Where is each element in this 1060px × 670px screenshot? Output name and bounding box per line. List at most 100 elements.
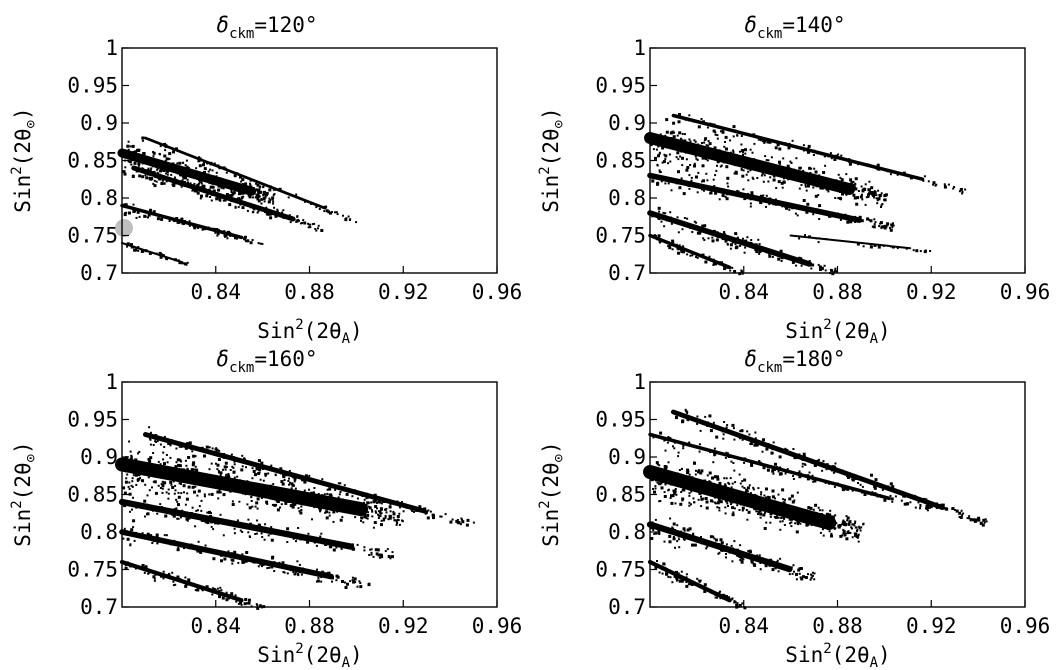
scatter-point [228,194,231,197]
scatter-point [282,473,286,477]
scatter-point [247,601,251,605]
scatter-point [725,556,727,559]
scatter-point [817,241,820,244]
scatter-streak [119,559,244,603]
scatter-point [721,194,725,197]
scatter-point [730,503,732,506]
scatter-point [221,596,225,600]
scatter-point [182,262,185,265]
scatter-point [714,475,717,479]
scatter-point [861,193,863,196]
scatter-point [697,579,700,582]
scatter-point [858,215,862,219]
scatter-point [193,490,196,494]
scatter-point [862,522,865,525]
scatter-point [317,224,320,227]
scatter-point [705,500,709,504]
scatter-point [344,581,346,584]
scatter-point [669,211,672,214]
scatter-point [749,169,752,172]
scatter-point [914,506,917,509]
scatter-point [932,183,935,186]
scatter-point [169,443,172,446]
scatter-point [709,535,713,539]
scatter-point [676,247,679,250]
scatter-point [814,194,818,198]
scatter-point [791,260,795,264]
scatter-point [722,433,725,436]
x-tick-label: 0.84 [190,280,241,304]
scatter-point [177,504,180,506]
scatter-point [384,550,387,553]
scatter-point [724,195,727,198]
scatter-point [807,150,810,154]
scatter-point [652,148,655,151]
scatter-point [892,224,895,227]
scatter-point [172,184,176,187]
scatter-point [844,523,847,527]
panel-delta-160: δckm=160° 10.950.90.850.80.750.7 0.84 0.8… [9,347,522,670]
scatter-point [725,147,728,151]
scatter-point [444,513,447,516]
scatter-point [889,228,893,232]
scatter-point [822,171,826,174]
scatter-point [713,146,717,150]
scatter-point [229,469,232,471]
scatter-point [373,521,377,524]
scatter-point [224,235,226,238]
scatter-point [759,516,762,519]
scatter-point [861,189,865,193]
scatter-point [786,468,789,471]
scatter-point [974,518,978,522]
scatter-point [741,506,745,510]
scatter-point [712,421,715,424]
scatter-point [163,446,166,448]
scatter-point [128,492,132,496]
scatter-point [179,459,182,462]
scatter-point [697,498,700,501]
scatter-point [947,183,950,186]
scatter-point [676,134,679,137]
scatter-point [379,512,382,515]
scatter-point [244,598,248,601]
scatter-point [130,528,134,532]
scatter-point [332,520,335,523]
scatter-point [917,501,920,504]
scatter-point [379,509,382,512]
scatter-point [267,534,270,537]
scatter-point [126,144,130,148]
scatter-point [344,586,348,589]
scatter-point [126,537,130,541]
scatter-point [761,450,764,453]
scatter-point [814,503,818,507]
scatter-point [798,166,802,170]
scatter-point [276,210,279,213]
scatter-point [977,518,981,522]
scatter-point [215,197,219,201]
scatter-point [881,488,884,491]
scatter-point [165,170,168,173]
scatter-point [159,255,162,258]
scatter-point [155,180,158,183]
scatter-point [138,148,141,151]
scatter-point [372,526,375,529]
scatter-point [768,253,771,256]
scatter-point [372,500,376,504]
scatter-point [817,458,820,461]
scatter-point [681,497,685,501]
scatter-point [244,182,248,186]
scatter-point [861,188,864,191]
scatter-point [186,492,189,495]
scatter-point [940,503,943,506]
scatter-point [675,156,678,159]
scatter-point [843,487,847,491]
scatter-point [753,563,757,567]
scatter-point [188,441,192,445]
scatter-point [298,510,301,513]
scatter-point [724,483,727,486]
scatter-point [682,245,685,248]
scatter-point [196,191,200,195]
scatter-point [318,507,322,511]
scatter-point [804,184,807,186]
scatter-point [857,533,860,536]
